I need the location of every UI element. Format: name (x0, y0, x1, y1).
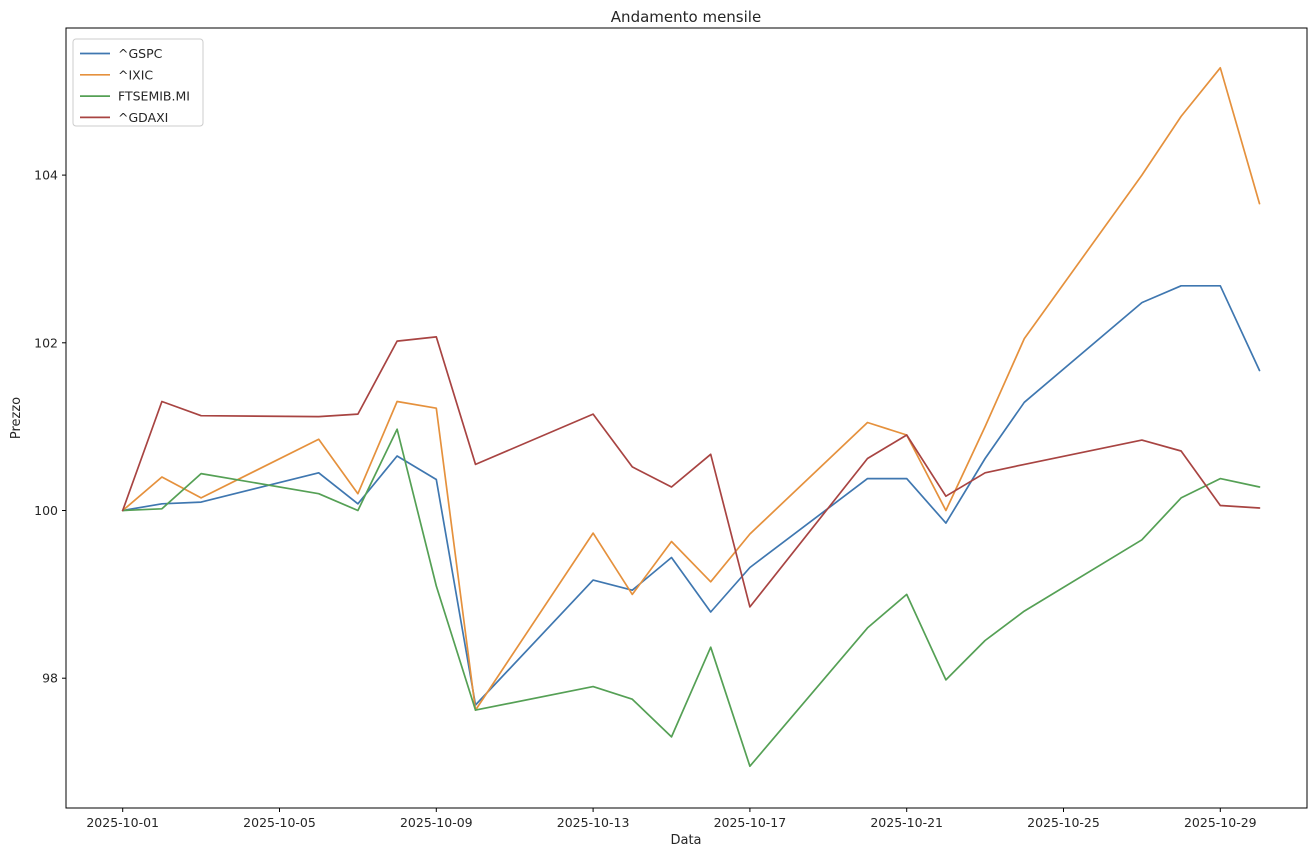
plot-area: 98 100 102 104 2025-10-01 2025-10-05 2025-10-0… (34, 27, 1308, 830)
x-axis-tick-label: 2025-10-01 (86, 815, 159, 830)
y-axis-tick-label: 98 (42, 671, 58, 686)
x-axis-title: Data (670, 833, 701, 848)
legend-label-ftsemib-mi: FTSEMIB.MI (118, 89, 190, 104)
series-line-ixic (121, 66, 1261, 711)
y-axis-tick-label: 102 (34, 335, 58, 350)
chart-title: Andamento mensile (611, 8, 761, 26)
x-axis-tick-label: 2025-10-21 (870, 815, 943, 830)
y-axis-tick-label: 100 (34, 503, 58, 518)
x-axis-tick-label: 2025-10-09 (400, 815, 473, 830)
x-axis-tick-label: 2025-10-05 (243, 815, 316, 830)
y-axis-tick-label: 104 (34, 168, 58, 183)
y-axis-title: Prezzo (9, 397, 24, 439)
x-axis-tick-label: 2025-10-17 (714, 815, 787, 830)
x-axis-tick-label: 2025-10-13 (557, 815, 630, 830)
series-line-ftsemib-mi (121, 428, 1261, 768)
series-line-gdaxi (121, 336, 1261, 608)
plot-border (65, 27, 1308, 809)
legend-label-ixic: ^IXIC (118, 67, 153, 82)
series-line-gspc (121, 284, 1261, 706)
legend-box (72, 38, 204, 127)
legend-label-gspc: ^GSPC (118, 46, 163, 61)
x-axis-tick-label: 2025-10-29 (1184, 815, 1257, 830)
legend-label-gdaxi: ^GDAXI (118, 110, 168, 125)
x-axis-tick-label: 2025-10-25 (1027, 815, 1100, 830)
